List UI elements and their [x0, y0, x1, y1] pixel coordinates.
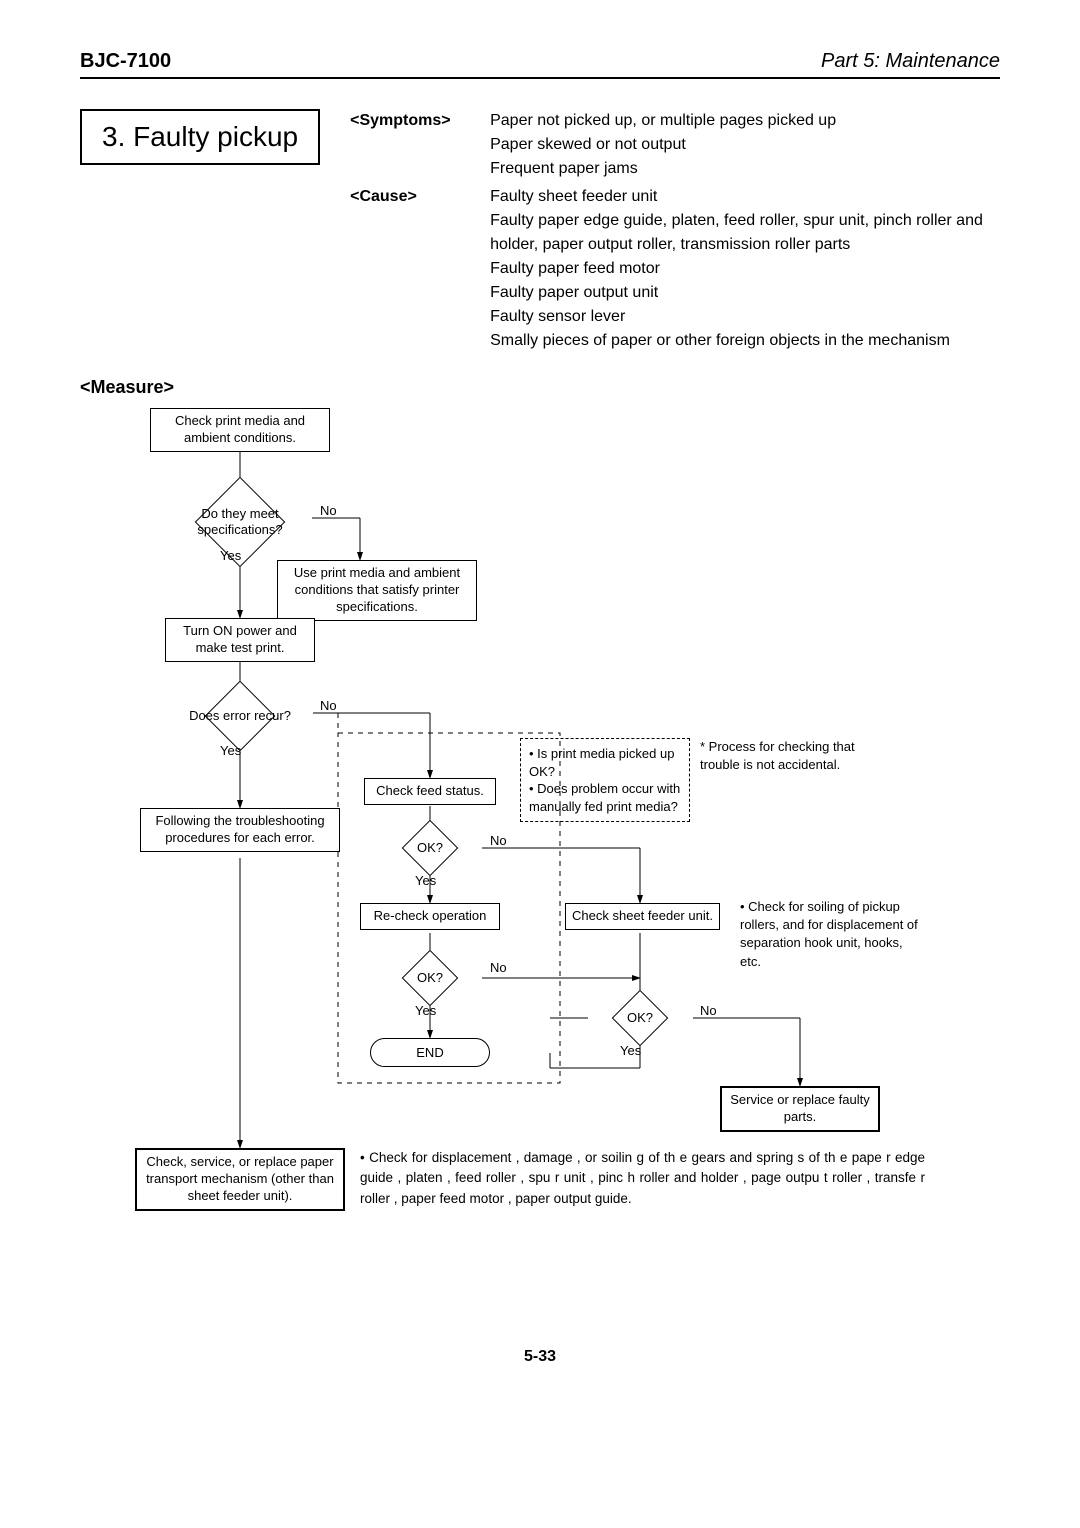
- node-check-transport: Check, service, or replace paper transpo…: [135, 1148, 345, 1211]
- label-yes: Yes: [220, 548, 241, 563]
- note-dashed: • Is print media picked up OK? • Does pr…: [520, 738, 690, 822]
- node-test-print: Turn ON power and make test print.: [165, 618, 315, 662]
- label-no: No: [320, 503, 337, 518]
- measure-label: <Measure>: [80, 377, 1000, 398]
- label-yes: Yes: [415, 873, 436, 888]
- cause-line: Faulty paper edge guide, platen, feed ro…: [490, 209, 1000, 257]
- decision-ok1-shape: [402, 820, 459, 877]
- node-troubleshoot: Following the troubleshooting procedures…: [140, 808, 340, 852]
- flowchart: Check print media and ambient conditions…: [80, 408, 1000, 1338]
- cause-row: <Cause> Faulty sheet feeder unit Faulty …: [350, 185, 1000, 353]
- cause-line: Faulty sheet feeder unit: [490, 185, 1000, 209]
- node-service-replace: Service or replace faulty parts.: [720, 1086, 880, 1132]
- note-soiling: • Check for soiling of pickup rollers, a…: [740, 898, 920, 971]
- page-number: 5-33: [80, 1348, 1000, 1366]
- decision-recur-shape: [205, 681, 276, 752]
- note-star: * Process for checking that trouble is n…: [700, 738, 895, 774]
- cause-line: Faulty paper output unit: [490, 281, 1000, 305]
- node-use-media: Use print media and ambient conditions t…: [277, 560, 477, 621]
- section-title: 3. Faulty pickup: [80, 109, 320, 165]
- node-check-feed: Check feed status.: [364, 778, 496, 805]
- decision-ok3-shape: [612, 990, 669, 1047]
- label-yes: Yes: [220, 743, 241, 758]
- label-no: No: [700, 1003, 717, 1018]
- node-recheck: Re-check operation: [360, 903, 500, 930]
- cause-line: Faulty sensor lever: [490, 305, 1000, 329]
- symptom-line: Frequent paper jams: [490, 157, 1000, 181]
- node-check-media: Check print media and ambient conditions…: [150, 408, 330, 452]
- label-yes: Yes: [620, 1043, 641, 1058]
- cause-line: Faulty paper feed motor: [490, 257, 1000, 281]
- cause-label: <Cause>: [350, 185, 490, 353]
- page-header: BJC-7100 Part 5: Maintenance: [80, 50, 1000, 79]
- label-yes: Yes: [415, 1003, 436, 1018]
- info-block: <Symptoms> Paper not picked up, or multi…: [350, 109, 1000, 357]
- label-no: No: [320, 698, 337, 713]
- top-section: 3. Faulty pickup <Symptoms> Paper not pi…: [80, 109, 1000, 357]
- label-no: No: [490, 960, 507, 975]
- cause-text: Faulty sheet feeder unit Faulty paper ed…: [490, 185, 1000, 353]
- header-part: Part 5: Maintenance: [821, 50, 1000, 73]
- decision-ok2-shape: [402, 950, 459, 1007]
- page: BJC-7100 Part 5: Maintenance 3. Faulty p…: [0, 0, 1080, 1406]
- label-no: No: [490, 833, 507, 848]
- cause-line: Smally pieces of paper or other foreign …: [490, 329, 1000, 353]
- note-bottom: • Check for displacement , damage , or s…: [360, 1148, 925, 1209]
- symptoms-row: <Symptoms> Paper not picked up, or multi…: [350, 109, 1000, 181]
- symptoms-label: <Symptoms>: [350, 109, 490, 181]
- symptom-line: Paper not picked up, or multiple pages p…: [490, 109, 1000, 133]
- symptom-line: Paper skewed or not output: [490, 133, 1000, 157]
- node-check-sheet-feeder: Check sheet feeder unit.: [565, 903, 720, 930]
- header-model: BJC-7100: [80, 50, 171, 73]
- node-end: END: [370, 1038, 490, 1067]
- symptoms-text: Paper not picked up, or multiple pages p…: [490, 109, 1000, 181]
